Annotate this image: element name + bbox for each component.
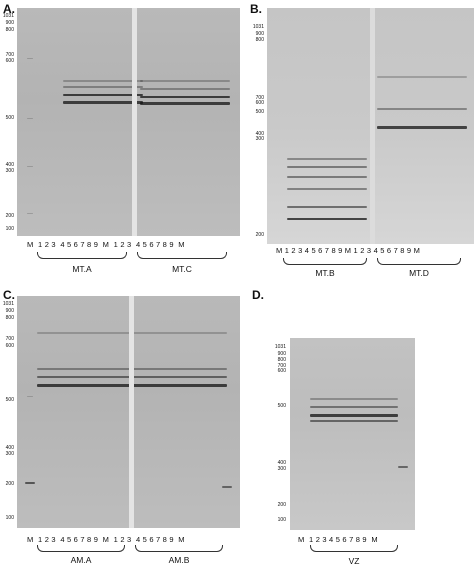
mw-label: 300 — [255, 136, 264, 142]
mw-label: 600 — [5, 343, 14, 349]
gel-image-c — [17, 296, 240, 528]
gel-image-a — [17, 8, 240, 236]
mw-label: 400 — [5, 162, 14, 168]
group-label: AM.A — [70, 555, 92, 565]
mw-label: 400 — [5, 445, 14, 451]
mw-label: 900 — [255, 31, 264, 37]
group-label: MT.B — [315, 268, 335, 278]
mw-label: 600 — [5, 58, 14, 64]
mw-label: 400 — [255, 131, 264, 137]
mw-label: 500 — [5, 115, 14, 121]
mw-label: 700 — [5, 52, 14, 58]
mw-label: 500 — [255, 109, 264, 115]
group-brace — [310, 545, 398, 552]
mw-label: 800 — [5, 315, 14, 321]
mw-label: 100 — [5, 226, 14, 232]
mw-label: 600 — [255, 100, 264, 106]
panel-d-letter: D. — [252, 288, 264, 302]
mw-label: 800 — [5, 27, 14, 33]
group-brace — [37, 545, 125, 552]
group-label: AM.B — [168, 555, 190, 565]
mw-label: 700 — [5, 336, 14, 342]
lane-labels-c: M 1 2 3 4 5 6 7 8 9 M 1 2 3 4 5 6 7 8 9 … — [27, 535, 185, 544]
group-brace — [37, 252, 127, 259]
mw-label: 600 — [277, 368, 286, 374]
mw-label: 900 — [5, 20, 14, 26]
mw-label: 800 — [255, 37, 264, 43]
lane-labels-a: M 1 2 3 4 5 6 7 8 9 M 1 2 3 4 5 6 7 8 9 … — [27, 240, 185, 249]
group-label: MT.D — [409, 268, 429, 278]
mw-label: 1031 — [252, 24, 264, 30]
mw-label: 200 — [5, 481, 14, 487]
mw-label: 100 — [5, 515, 14, 521]
group-label: VZ — [348, 556, 360, 566]
mw-label: 700 — [277, 363, 286, 369]
mw-label: 900 — [5, 308, 14, 314]
group-label: MT.A — [72, 264, 92, 274]
mw-label: 400 — [277, 460, 286, 466]
mw-label: 1031 — [2, 13, 14, 19]
mw-label: 300 — [5, 451, 14, 457]
mw-label: 300 — [5, 168, 14, 174]
group-brace — [283, 258, 367, 265]
mw-label: 1031 — [274, 344, 286, 350]
group-brace — [137, 252, 227, 259]
mw-label: 500 — [277, 403, 286, 409]
panel-c-letter: C. — [3, 288, 15, 302]
gel-image-d — [290, 338, 415, 530]
mw-label: 700 — [255, 95, 264, 101]
lane-labels-b: M 1 2 3 4 5 6 7 8 9 M 1 2 3 4 5 6 7 8 9 … — [276, 246, 421, 255]
panel-a-letter: A. — [3, 2, 15, 16]
gel-image-b — [267, 8, 474, 244]
lane-labels-d: M 1 2 3 4 5 6 7 8 9 M — [298, 535, 378, 544]
mw-label: 300 — [277, 466, 286, 472]
panel-b-letter: B. — [250, 2, 262, 16]
mw-label: 200 — [277, 502, 286, 508]
group-brace — [135, 545, 223, 552]
mw-label: 900 — [277, 351, 286, 357]
group-label: MT.C — [172, 264, 192, 274]
mw-label: 800 — [277, 357, 286, 363]
mw-label: 200 — [255, 232, 264, 238]
mw-label: 200 — [5, 213, 14, 219]
mw-label: 100 — [277, 517, 286, 523]
mw-label: 500 — [5, 397, 14, 403]
mw-label: 1031 — [2, 301, 14, 307]
group-brace — [377, 258, 461, 265]
